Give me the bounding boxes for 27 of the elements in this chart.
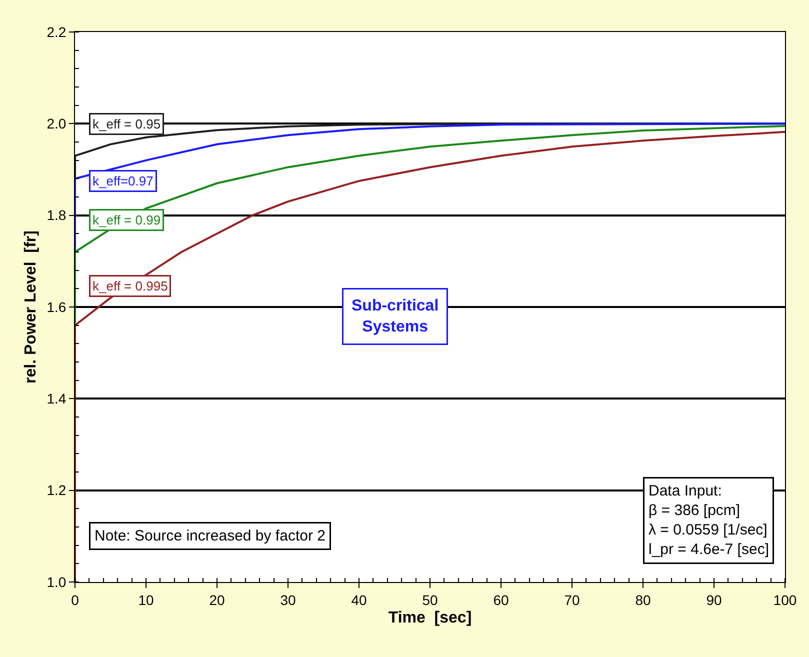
annotation: Data Input: β = 386 [pcm] λ = 0.0559 [1/sec] l_pr = 4.6e-7 [sec]: [648, 482, 769, 558]
series-label: k_eff = 0.99: [92, 212, 161, 228]
annotation: Sub-critical Systems: [352, 298, 439, 336]
x-tick-label: 60: [493, 592, 509, 608]
y-tick-label: 2.0: [46, 116, 66, 132]
series-label: k_eff = 0.995: [92, 278, 168, 294]
x-axis-title: Time [sec]: [388, 610, 472, 626]
x-tick-label: 0: [71, 592, 80, 608]
x-tick-label: 40: [351, 592, 367, 608]
x-tick-label: 30: [280, 592, 296, 608]
y-tick-label: 1.6: [46, 298, 66, 315]
y-tick-label: 1.8: [46, 207, 66, 224]
x-tick-label: 20: [209, 592, 225, 608]
series-label: k_eff=0.97: [92, 174, 154, 188]
y-tick-label: 2.2: [46, 24, 66, 40]
annotation: Note: Source increased by factor 2: [94, 528, 326, 544]
y-axis-title: rel. Power Level [fr]: [22, 230, 40, 384]
y-tick-label: 1.0: [46, 574, 66, 590]
x-tick-label: 10: [138, 592, 154, 608]
x-tick-label: 50: [422, 592, 438, 608]
x-tick-label: 100: [773, 592, 797, 608]
x-tick-label: 90: [706, 592, 722, 608]
x-tick-label: 70: [564, 592, 580, 608]
series-label: k_eff = 0.95: [92, 116, 161, 132]
y-tick-label: 1.4: [46, 390, 66, 407]
y-tick-label: 1.2: [46, 482, 66, 498]
x-tick-label: 80: [635, 592, 651, 608]
